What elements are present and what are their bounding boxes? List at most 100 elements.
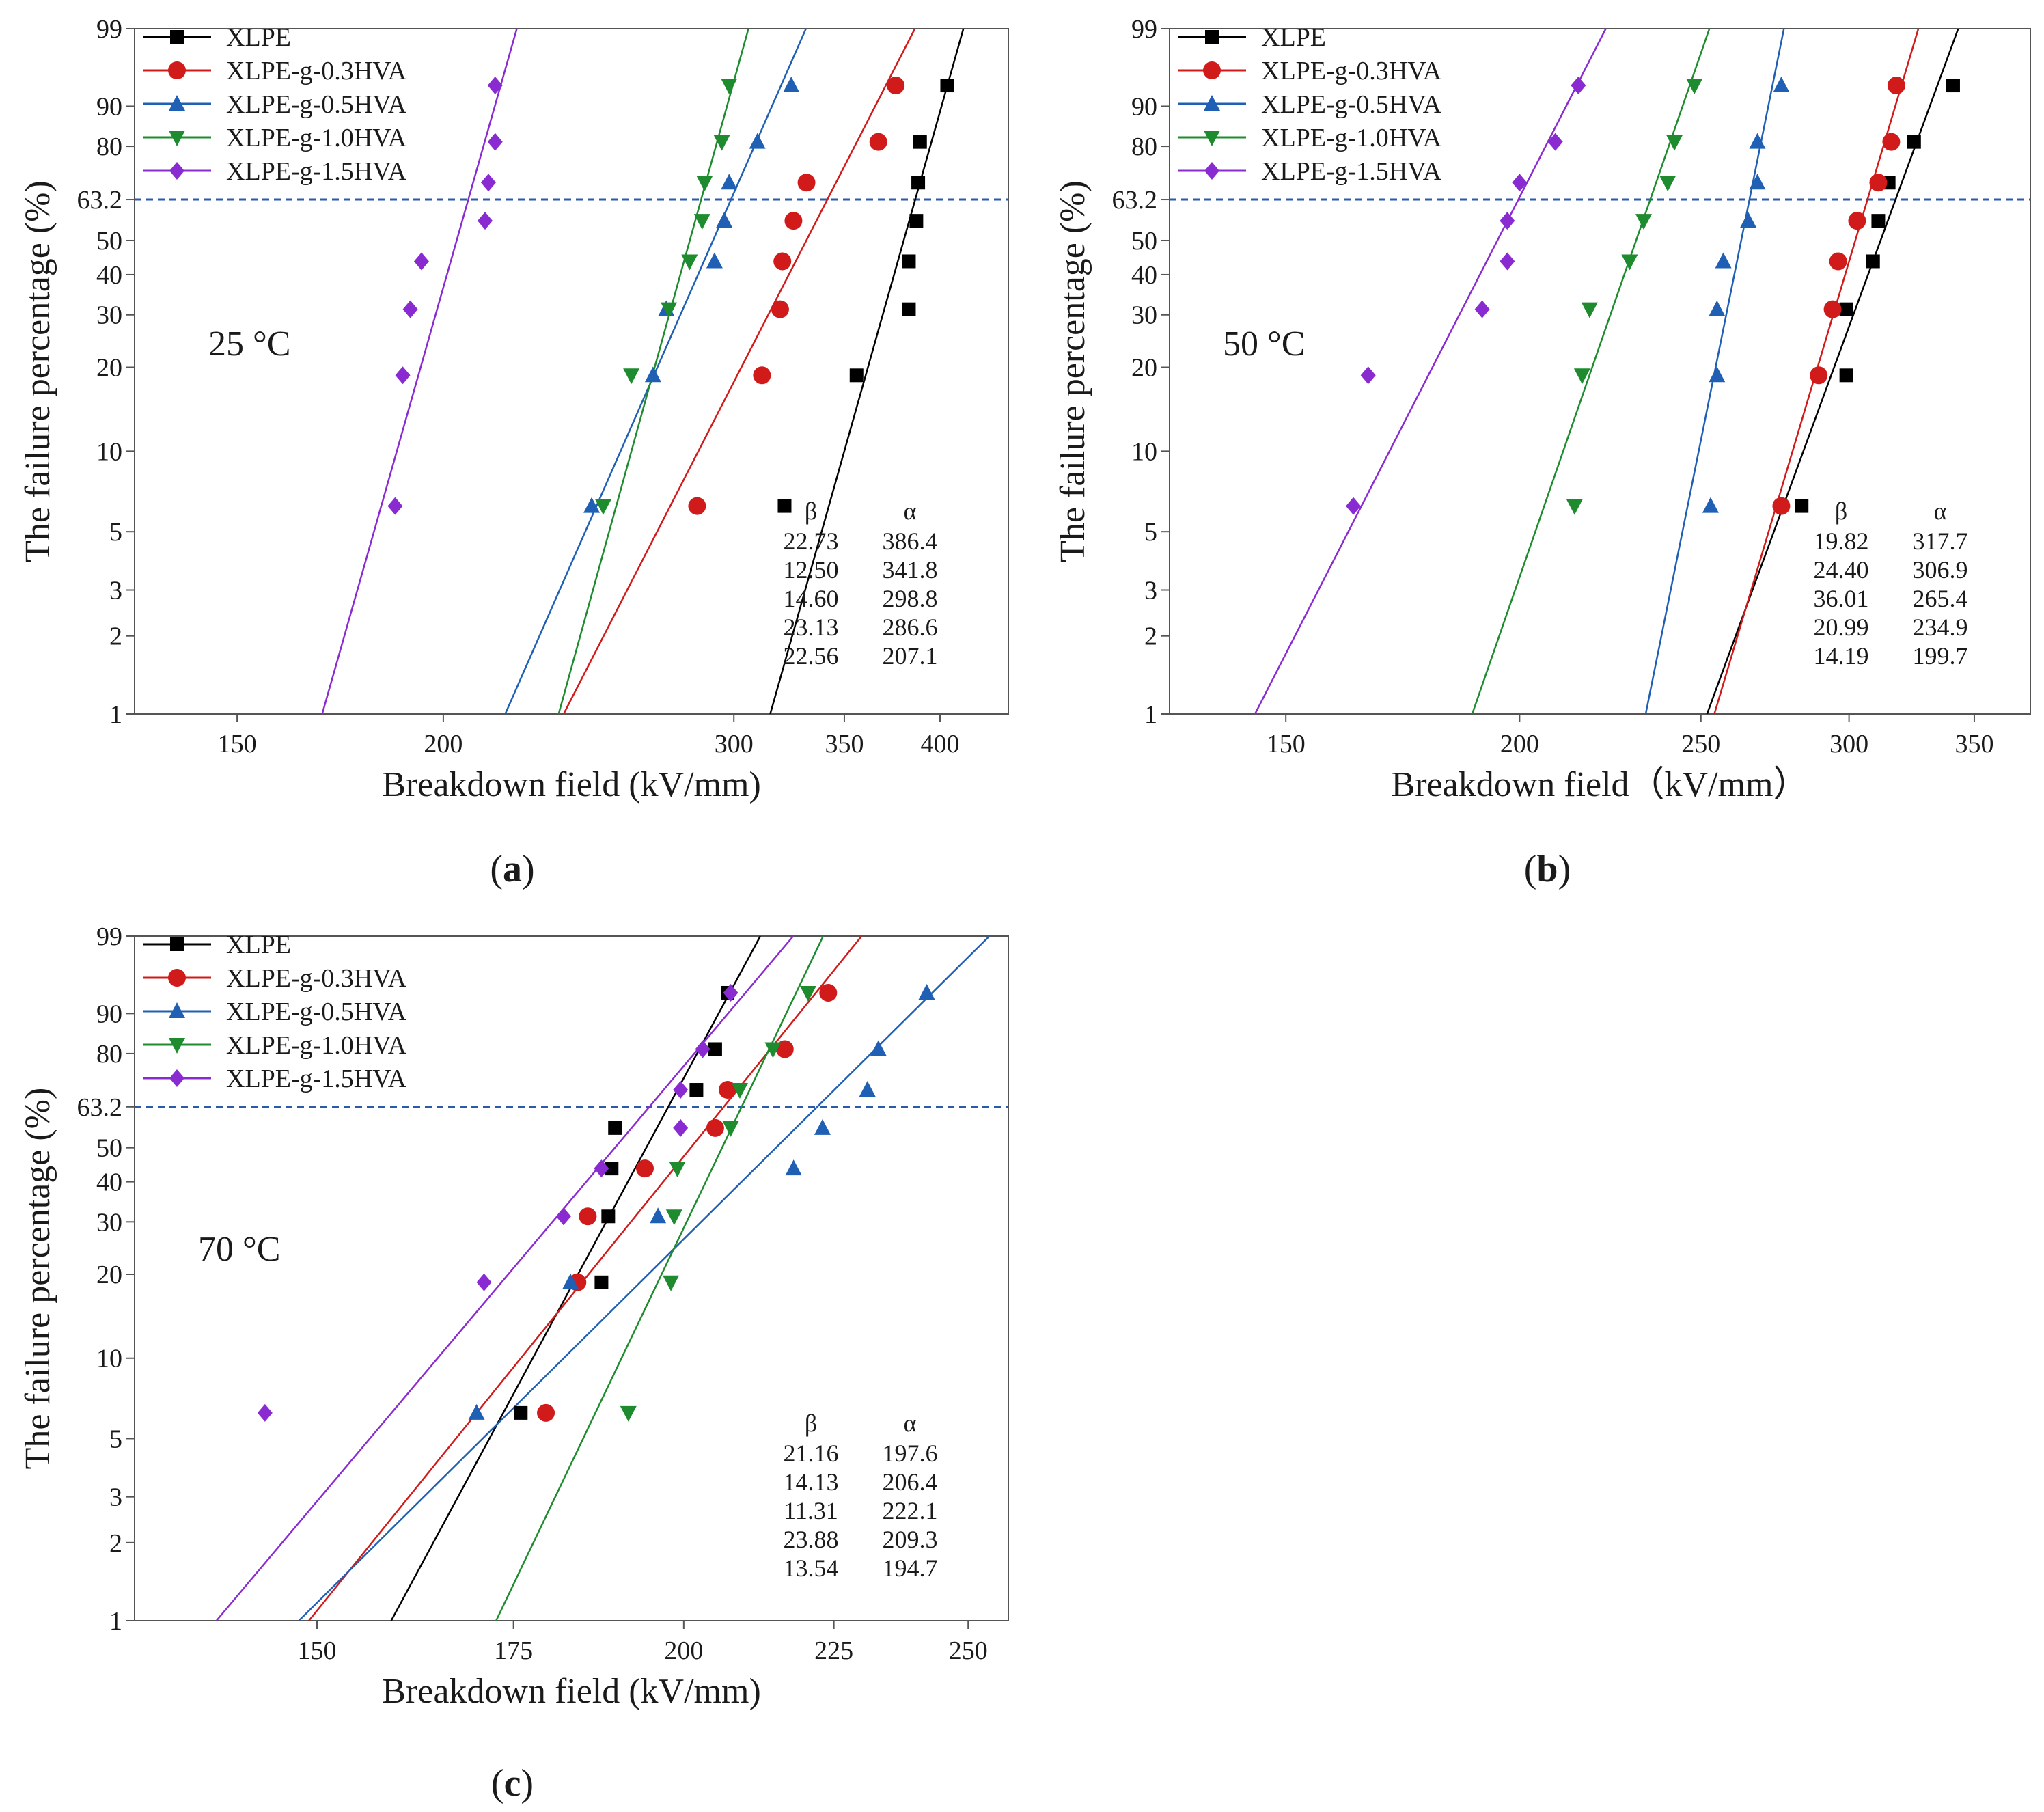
data-point xyxy=(777,499,792,513)
alpha-value: 306.9 xyxy=(1913,556,1968,584)
data-point xyxy=(1702,497,1719,513)
legend-label: XLPE-g-1.0HVA xyxy=(226,1031,407,1060)
beta-value: 19.82 xyxy=(1814,527,1869,555)
data-point xyxy=(673,1118,689,1137)
data-point xyxy=(775,1040,794,1058)
data-point xyxy=(1749,174,1766,190)
data-point xyxy=(706,252,723,269)
chart-panel-b: 1 2 3 5 10 20 30 40 50 63.2 80 90 99 150 200 250 300 350 B… xyxy=(1053,15,2031,890)
y-tick-label: 99 xyxy=(96,922,122,951)
alpha-value: 199.7 xyxy=(1913,642,1968,670)
x-tick-label: 150 xyxy=(1267,730,1306,758)
data-point xyxy=(665,1209,682,1226)
plot-area-frame xyxy=(134,28,1009,715)
y-tick-label: 90 xyxy=(1131,92,1157,121)
legend-label: XLPE-g-0.5HVA xyxy=(226,998,407,1026)
y-tick-label: 40 xyxy=(96,261,122,290)
series-xlpe-g-0.3hva xyxy=(688,77,905,515)
legend-marker xyxy=(168,969,186,987)
legend-label: XLPE xyxy=(226,23,291,52)
alpha-value: 298.8 xyxy=(883,585,938,612)
y-tick-label: 10 xyxy=(96,1345,122,1373)
data-point xyxy=(476,1273,492,1291)
y-axis-title: The failure percentage (%) xyxy=(18,180,57,562)
data-point xyxy=(1829,252,1847,271)
beta-value: 23.88 xyxy=(784,1526,839,1553)
x-tick-label: 250 xyxy=(1681,730,1720,758)
series-xlpe-g-1.0hva xyxy=(620,985,816,1422)
data-point xyxy=(1581,302,1598,318)
data-point xyxy=(849,368,864,383)
x-tick-label: 200 xyxy=(664,1636,703,1665)
series-xlpe-g-1.5hva xyxy=(1346,77,1586,515)
data-point xyxy=(721,174,738,190)
data-point xyxy=(721,79,738,95)
legend-marker xyxy=(169,131,185,146)
y-tick-label: 5 xyxy=(109,518,122,547)
y-tick-label: 30 xyxy=(1131,301,1157,330)
y-tick-label: 5 xyxy=(109,1425,122,1453)
data-point xyxy=(636,1159,654,1178)
data-point xyxy=(719,1081,737,1099)
data-point xyxy=(650,1207,667,1224)
legend-marker xyxy=(1203,61,1221,79)
data-point xyxy=(1474,300,1490,318)
fit-line-xlpe xyxy=(769,29,965,714)
data-point xyxy=(257,1403,273,1422)
legend-marker xyxy=(1204,95,1220,111)
data-point xyxy=(1346,497,1362,515)
legend-label: XLPE-g-1.0HVA xyxy=(226,124,407,152)
data-point xyxy=(722,1121,739,1137)
x-tick-label: 175 xyxy=(494,1636,533,1665)
data-point xyxy=(713,135,730,151)
temperature-label: 50 °C xyxy=(1223,325,1305,363)
y-tick-label: 20 xyxy=(96,354,122,383)
data-point xyxy=(749,133,766,149)
x-tick-label: 225 xyxy=(814,1636,853,1665)
legend-marker xyxy=(169,1038,185,1054)
y-tick-label: 2 xyxy=(1144,622,1157,651)
data-point xyxy=(1686,79,1703,95)
x-tick-label: 400 xyxy=(921,730,960,758)
data-point xyxy=(1659,176,1676,192)
data-point xyxy=(716,212,733,228)
series-xlpe-g-1.0hva xyxy=(594,79,738,515)
data-point xyxy=(783,77,800,93)
data-point xyxy=(784,212,803,230)
y-tick-label: 40 xyxy=(1131,261,1157,290)
alpha-value: 265.4 xyxy=(1913,585,1968,612)
data-point xyxy=(909,214,924,228)
series-xlpe xyxy=(1795,79,1960,513)
x-tick-label: 150 xyxy=(298,1636,337,1665)
legend-marker xyxy=(170,30,184,44)
panel-label-open: ( xyxy=(491,1762,504,1804)
data-point xyxy=(1512,174,1528,192)
data-point xyxy=(562,1273,579,1289)
y-tick-label: 50 xyxy=(96,1134,122,1163)
data-point xyxy=(902,254,916,269)
y-tick-label: 90 xyxy=(96,92,122,121)
data-point xyxy=(814,1118,831,1135)
data-point xyxy=(661,302,678,318)
data-point xyxy=(620,1405,637,1422)
data-point xyxy=(696,176,713,192)
y-tick-label: 2 xyxy=(109,622,122,651)
legend-marker xyxy=(168,61,186,79)
data-point xyxy=(514,1405,528,1420)
legend-label: XLPE-g-1.5HVA xyxy=(226,1065,407,1093)
panel-label-close: ) xyxy=(522,848,535,890)
x-tick-label: 150 xyxy=(218,730,257,758)
data-point xyxy=(1709,300,1726,316)
data-point xyxy=(1772,497,1791,515)
alpha-value: 234.9 xyxy=(1913,614,1968,641)
beta-value: 14.13 xyxy=(784,1468,839,1496)
legend-label: XLPE-g-1.0HVA xyxy=(1261,124,1442,152)
data-point xyxy=(1882,133,1901,151)
alpha-header: α xyxy=(1934,497,1947,525)
data-point xyxy=(644,366,661,383)
y-tick-label: 63.2 xyxy=(77,1093,123,1122)
legend-marker xyxy=(169,1002,185,1018)
legend-marker xyxy=(1204,131,1220,146)
legend-label: XLPE-g-0.5HVA xyxy=(226,90,407,119)
